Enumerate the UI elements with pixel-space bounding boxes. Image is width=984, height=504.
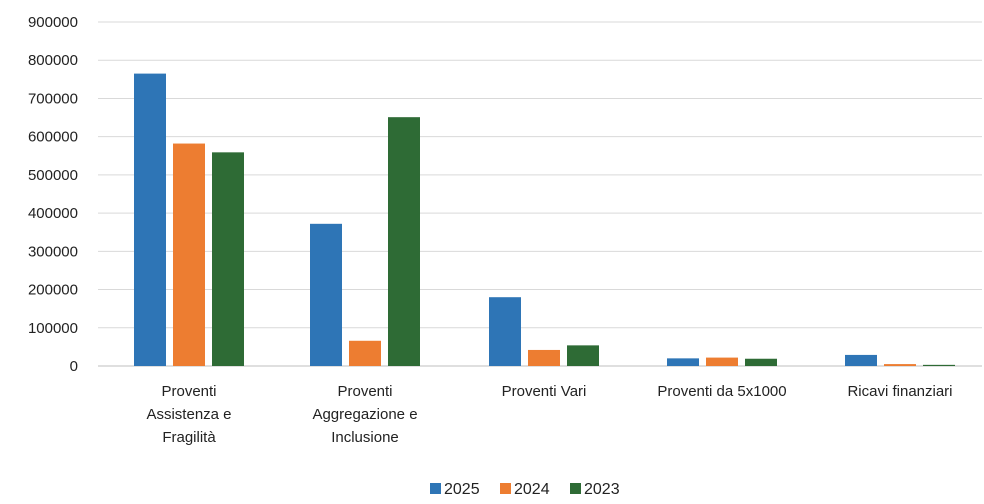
legend-swatch-2024 bbox=[500, 483, 511, 494]
legend-label-2024: 2024 bbox=[514, 481, 550, 498]
category-label: Assistenza e bbox=[146, 406, 231, 423]
legend-label-2025: 2025 bbox=[444, 481, 480, 498]
bar-2023 bbox=[212, 152, 244, 366]
y-tick-label: 400000 bbox=[28, 205, 78, 222]
y-tick-label: 0 bbox=[70, 358, 78, 375]
bar-2025 bbox=[310, 223, 342, 366]
y-tick-label: 600000 bbox=[28, 129, 78, 146]
legend-swatch-2025 bbox=[430, 483, 441, 494]
y-tick-label: 900000 bbox=[28, 14, 78, 31]
bar-2023 bbox=[388, 117, 420, 366]
y-tick-label: 100000 bbox=[28, 320, 78, 337]
bar-2025 bbox=[134, 73, 166, 366]
bar-2024 bbox=[349, 340, 381, 366]
category-label: Ricavi finanziari bbox=[847, 383, 952, 400]
y-tick-label: 300000 bbox=[28, 243, 78, 260]
category-label: Inclusione bbox=[331, 429, 399, 446]
category-label: Proventi bbox=[161, 383, 216, 400]
bar-2023 bbox=[567, 345, 599, 366]
bar-2024 bbox=[173, 143, 205, 366]
category-label: Aggregazione e bbox=[312, 406, 417, 423]
y-tick-label: 800000 bbox=[28, 52, 78, 69]
y-axis-tick-labels: 900000 800000 700000 600000 500000 400000 3000… bbox=[28, 14, 78, 375]
legend: 2025 2024 2023 bbox=[430, 481, 620, 498]
category-labels: Proventi Assistenza e Fragilità Proventi Agg… bbox=[146, 383, 952, 446]
bar-2025 bbox=[489, 297, 521, 366]
legend-label-2023: 2023 bbox=[584, 481, 620, 498]
legend-swatch-2023 bbox=[570, 483, 581, 494]
category-label: Proventi da 5x1000 bbox=[657, 383, 786, 400]
bar-2024 bbox=[884, 364, 916, 366]
bars bbox=[134, 73, 955, 366]
category-label: Proventi Vari bbox=[502, 383, 587, 400]
category-label: Fragilità bbox=[162, 429, 216, 446]
bar-2024 bbox=[528, 349, 560, 366]
bar-2024 bbox=[706, 357, 738, 366]
y-tick-label: 500000 bbox=[28, 167, 78, 184]
gridlines bbox=[98, 21, 982, 367]
category-label: Proventi bbox=[337, 383, 392, 400]
y-tick-label: 700000 bbox=[28, 90, 78, 107]
bar-2025 bbox=[667, 358, 699, 366]
bar-2025 bbox=[845, 354, 877, 366]
y-tick-label: 200000 bbox=[28, 282, 78, 299]
bar-2023 bbox=[923, 364, 955, 366]
bar-2023 bbox=[745, 358, 777, 366]
